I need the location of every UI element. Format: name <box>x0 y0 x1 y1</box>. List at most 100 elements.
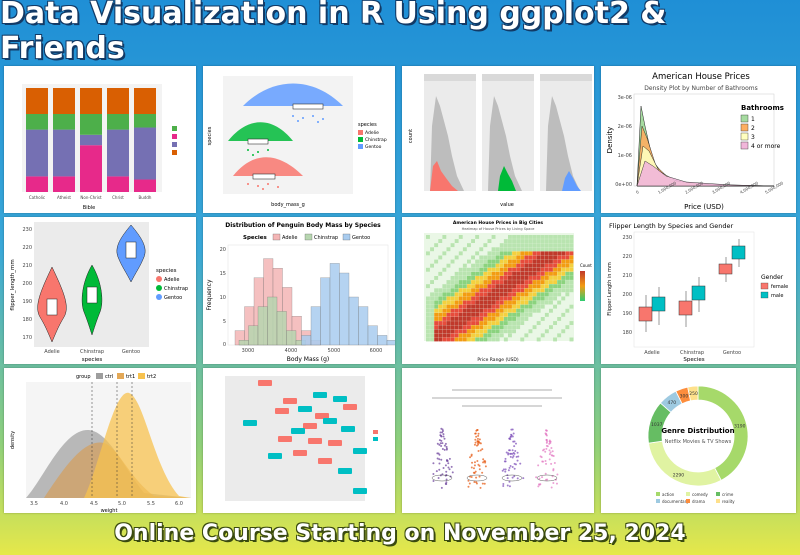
house-density-chart: American House Prices Density Plot by Nu… <box>606 72 785 211</box>
donut-legend-label: crime <box>722 492 734 497</box>
heat-cell <box>462 284 467 289</box>
sina-point <box>484 461 487 464</box>
heat-cell <box>462 333 467 338</box>
heat-cell <box>528 280 533 284</box>
heat-cell <box>508 296 512 301</box>
heat-cell <box>557 276 562 280</box>
heat-cell <box>495 329 500 334</box>
sina-point <box>477 434 480 437</box>
heat-cell <box>524 304 529 309</box>
heat-cell <box>491 333 496 338</box>
fb-cat-1: Chinstrap <box>680 350 704 356</box>
heat-cell <box>512 296 516 301</box>
heat-cell <box>491 288 496 293</box>
gd-ylabel: density <box>10 431 16 449</box>
sina-point <box>501 469 504 472</box>
sina-point <box>438 458 441 461</box>
heat-cell <box>499 247 504 252</box>
heat-cell <box>561 296 566 301</box>
sina-point <box>545 444 548 447</box>
sina-point <box>473 443 476 446</box>
heat-cell <box>544 243 549 248</box>
heat-cell <box>475 317 480 321</box>
heat-cell <box>565 325 570 330</box>
heat-cell <box>516 271 521 276</box>
heat-cell <box>520 284 525 289</box>
hd-legend-title: Bathrooms <box>741 104 784 112</box>
sina-point <box>548 442 551 445</box>
sina-point <box>477 450 480 453</box>
gd-xtick-3: 5.0 <box>118 501 126 507</box>
heat-cell <box>426 267 430 272</box>
heat-cell <box>467 317 471 321</box>
heat-cell <box>446 280 451 284</box>
stack-segment <box>134 127 156 180</box>
ph-xtick-0: 3000 <box>242 348 255 354</box>
heat-cell <box>569 251 574 256</box>
heat-cell <box>462 296 467 301</box>
heat-cell <box>503 296 508 301</box>
heat-cell <box>446 304 451 309</box>
heat-cell <box>557 259 562 264</box>
heat-cell <box>532 243 537 248</box>
heat-cell <box>491 276 496 280</box>
heat-cell <box>450 308 455 313</box>
sina-point <box>511 449 514 452</box>
heat-cell <box>549 308 553 313</box>
heat-cell <box>499 296 504 301</box>
hd-legend-3: 3 <box>751 134 755 141</box>
sina-point <box>474 441 477 444</box>
heat-cell <box>479 304 484 309</box>
heat-cell <box>487 296 492 301</box>
heat-cell <box>450 284 455 289</box>
sina-point <box>507 469 510 472</box>
heat-cell <box>536 235 541 239</box>
sina-point <box>445 478 448 481</box>
heat-cell <box>553 259 557 264</box>
sina-point <box>441 442 444 445</box>
heat-cell <box>544 312 549 317</box>
heat-cell <box>524 255 529 260</box>
ph-xtick-2: 5000 <box>328 348 341 354</box>
heat-cell <box>479 337 484 342</box>
heat-cell <box>553 296 557 301</box>
heat-cell <box>442 317 447 321</box>
heat-cell <box>479 271 484 276</box>
heat-cell <box>540 247 545 252</box>
sina-point <box>511 452 514 455</box>
heat-cell <box>503 259 508 264</box>
heat-cell <box>454 321 459 325</box>
heat-cell <box>442 292 447 297</box>
sina-point <box>545 438 548 441</box>
sina-point <box>479 449 482 452</box>
raincloud-legend-title: species <box>358 122 377 128</box>
heat-cell <box>454 239 459 243</box>
heat-cell <box>508 251 512 256</box>
heat-cell <box>499 321 504 325</box>
heat-cell <box>549 325 553 330</box>
heat-cell <box>458 337 463 342</box>
heat-cell <box>499 333 504 338</box>
heat-cell <box>483 337 488 342</box>
scatter-label-tag <box>308 438 322 444</box>
hist-bar-chinstrap <box>286 330 297 346</box>
heat-cell <box>561 235 566 239</box>
heat-cell <box>557 255 562 260</box>
sina-point <box>438 468 441 471</box>
heat-cell <box>520 300 525 305</box>
sina-point <box>478 464 481 467</box>
hist-bar-gentoo <box>320 277 331 346</box>
heat-cell <box>569 267 574 272</box>
heat-cell <box>520 276 525 280</box>
heat-cell <box>491 235 496 239</box>
heat-cell <box>475 312 480 317</box>
heat-cell <box>462 292 467 297</box>
heat-cell <box>458 300 463 305</box>
sina-point <box>474 470 477 473</box>
heat-cell <box>462 321 467 325</box>
sina-point <box>441 431 444 434</box>
heat-cell <box>553 271 557 276</box>
sina-point <box>516 477 519 480</box>
heat-cell <box>430 247 434 252</box>
heat-cell <box>561 239 566 243</box>
